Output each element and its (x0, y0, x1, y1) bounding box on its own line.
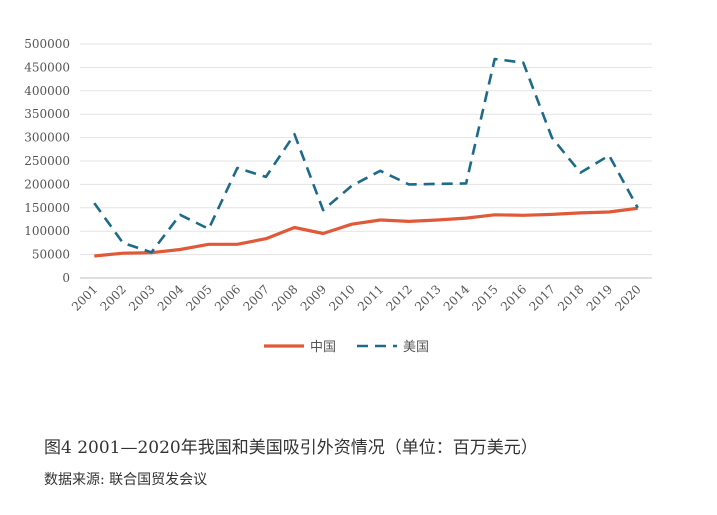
x-tick-label: 2013 (412, 282, 443, 313)
x-tick-label: 2010 (326, 282, 357, 313)
x-tick-label: 2011 (355, 282, 386, 313)
line-chart: 0 50000 100000 150000 200000 250000 300000 3500… (24, 37, 652, 355)
x-tick-label: 2005 (183, 282, 214, 313)
data-source-note: 数据来源: 联合国贸发会议 (44, 472, 208, 488)
y-tick-label: 50000 (32, 248, 70, 262)
x-tick-label: 2003 (126, 282, 157, 313)
legend-label: 中国 (310, 340, 336, 355)
y-tick-label: 450000 (24, 60, 70, 74)
x-tick-label: 2007 (241, 282, 272, 313)
y-tick-label: 200000 (24, 177, 70, 191)
series-lines (93, 57, 639, 258)
legend: 中国 美国 (264, 340, 429, 355)
y-tick-label: 500000 (24, 37, 70, 51)
y-tick-label: 150000 (24, 201, 70, 215)
y-tick-label: 250000 (24, 154, 70, 168)
x-tick-label: 2004 (155, 282, 187, 314)
x-tick-label: 2015 (469, 282, 500, 313)
x-tick-label: 2014 (441, 282, 473, 314)
x-tick-label: 2019 (584, 282, 615, 313)
series-line-usa (93, 57, 639, 254)
x-tick-label: 2020 (612, 282, 643, 313)
grid-lines (80, 43, 652, 279)
x-tick-label: 2002 (98, 282, 129, 313)
x-tick-label: 2016 (498, 282, 529, 313)
x-axis-ticks: 2001200220032004200520062007200820092010… (69, 282, 644, 314)
x-tick-label: 2001 (69, 282, 100, 313)
y-tick-label: 0 (62, 271, 70, 285)
y-tick-label: 300000 (24, 131, 70, 145)
y-tick-label: 100000 (24, 224, 70, 238)
y-tick-label: 350000 (24, 107, 70, 121)
x-tick-label: 2009 (298, 282, 329, 313)
x-tick-label: 2008 (269, 282, 300, 313)
x-tick-label: 2012 (384, 282, 415, 313)
x-tick-label: 2017 (527, 282, 558, 313)
series-line-china (94, 206, 638, 258)
x-tick-label: 2018 (555, 282, 586, 313)
x-tick-label: 2006 (212, 282, 243, 313)
y-tick-label: 400000 (24, 84, 70, 98)
legend-label: 美国 (403, 340, 429, 355)
y-axis-ticks: 0 50000 100000 150000 200000 250000 300000 3500… (24, 37, 70, 285)
figure-caption: 图4 2001—2020年我国和美国吸引外资情况（单位：百万美元） (44, 438, 538, 458)
